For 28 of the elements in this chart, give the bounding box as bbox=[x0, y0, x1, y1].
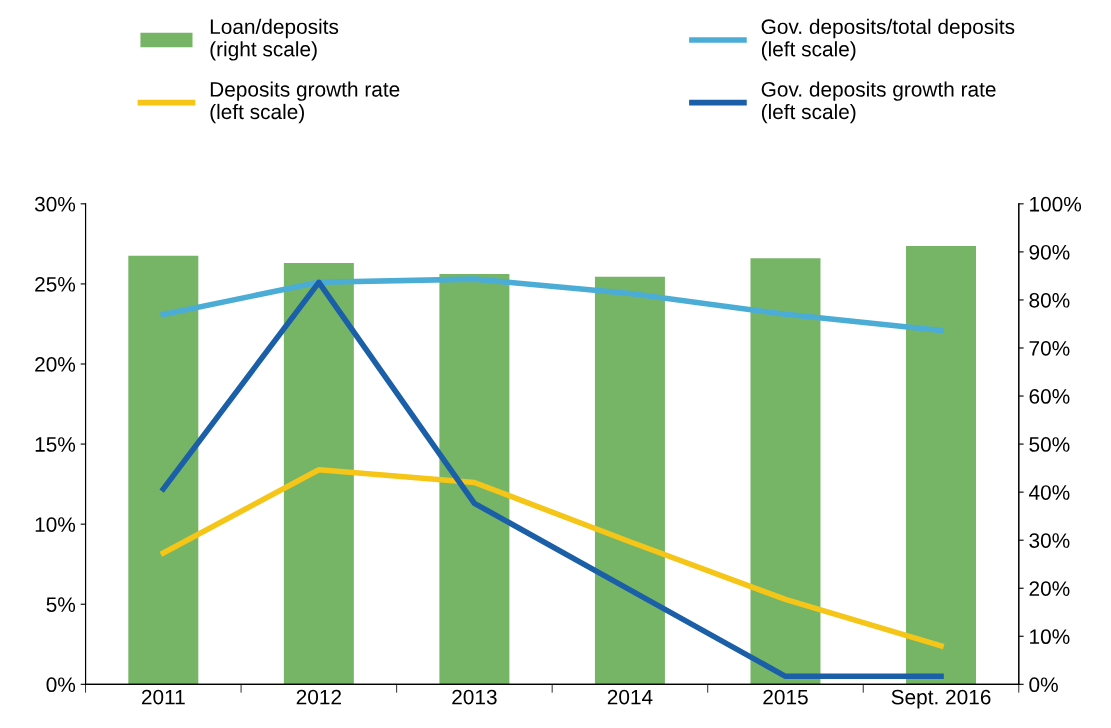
y2-tick-label: 90% bbox=[1029, 244, 1070, 260]
y-tick-label: 0% bbox=[46, 677, 76, 693]
y-tick-label: 10% bbox=[35, 517, 76, 532]
y2-tick-label: 50% bbox=[1029, 437, 1070, 452]
y2-tick-label: 70% bbox=[1029, 340, 1070, 356]
y2-tick-label: 20% bbox=[1029, 581, 1070, 596]
y2-tick-label: 100% bbox=[1030, 196, 1082, 212]
y2-tick-label: 80% bbox=[1029, 292, 1070, 308]
y2-tick-label: 40% bbox=[1028, 485, 1070, 500]
legend-label: Gov. deposits/total deposits (left scale) bbox=[761, 18, 1015, 61]
y-tick-label: 30% bbox=[34, 196, 76, 212]
y2-tick-label: 60% bbox=[1029, 389, 1070, 404]
x-tick-label: 2012 bbox=[296, 689, 341, 705]
x-tick-label: Sept. 2016 bbox=[891, 689, 991, 709]
y-tick-label: 15% bbox=[35, 437, 76, 452]
legend-label: Loan/deposits (right scale) bbox=[210, 18, 339, 61]
y2-tick-label: 10% bbox=[1030, 629, 1070, 645]
legend-label: Deposits growth rate (left scale) bbox=[210, 81, 400, 124]
y2-tick-label: 30% bbox=[1029, 533, 1070, 548]
y-tick-label: 5% bbox=[46, 597, 76, 612]
x-tick-label: 2013 bbox=[452, 689, 497, 705]
x-tick-label: 2011 bbox=[141, 689, 185, 705]
x-tick-label: 2014 bbox=[607, 689, 653, 705]
y-tick-label: 25% bbox=[35, 276, 76, 292]
y-tick-label: 20% bbox=[35, 357, 76, 372]
y2-tick-label: 0% bbox=[1029, 677, 1058, 693]
legend-label: Gov. deposits growth rate (left scale) bbox=[761, 81, 996, 124]
x-tick-label: 2015 bbox=[763, 689, 808, 705]
